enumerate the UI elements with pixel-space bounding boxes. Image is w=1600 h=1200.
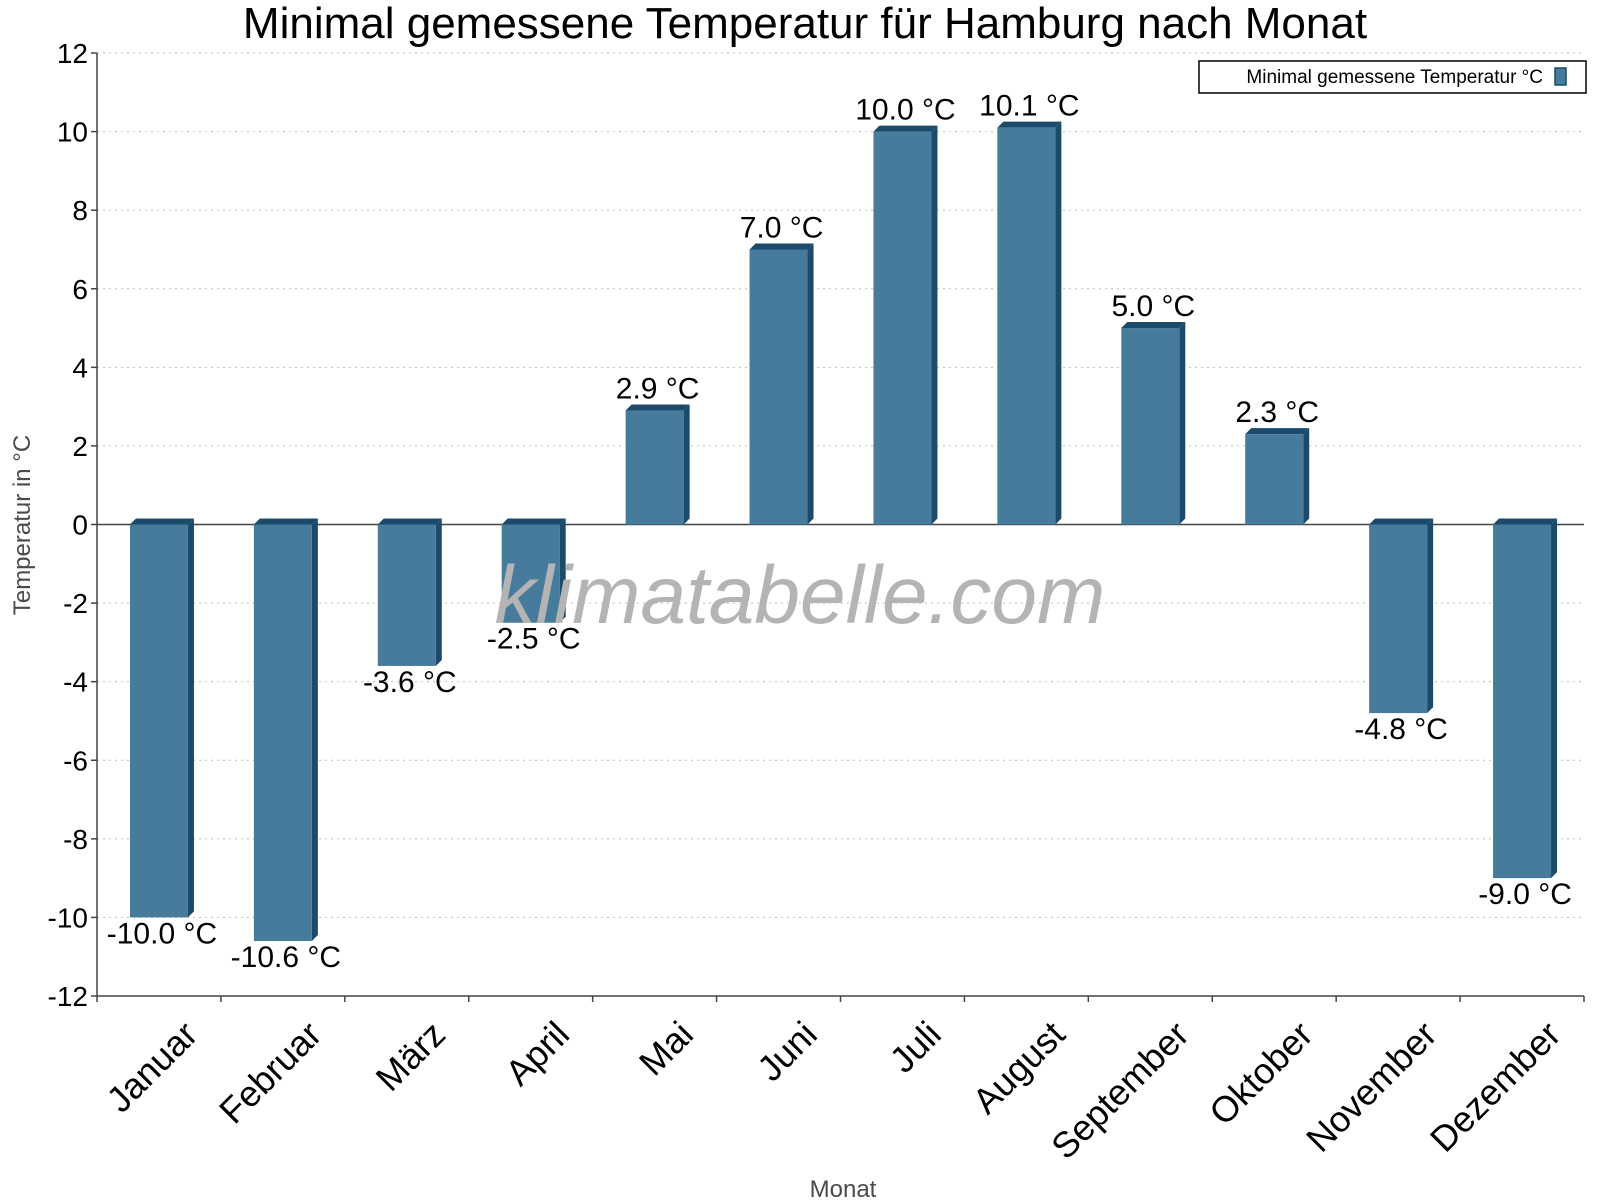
bar: [377, 518, 442, 666]
bar-top: [1121, 322, 1186, 329]
data-label: -9.0 °C: [1478, 878, 1572, 911]
x-tick-label: Januar: [98, 1013, 205, 1120]
bar-front: [129, 524, 188, 918]
y-tick-label: -4: [63, 667, 88, 698]
watermark: klimatabelle.com: [495, 550, 1106, 641]
bar-front: [749, 249, 808, 525]
legend-swatch: [1554, 67, 1567, 86]
bar-top: [129, 518, 194, 525]
y-tick-label: 6: [72, 274, 88, 305]
x-axis-label: Monat: [810, 1176, 877, 1200]
bar: [1493, 518, 1558, 879]
bar-top: [501, 518, 566, 525]
bar: [129, 518, 194, 918]
bar: [1245, 428, 1310, 525]
data-label: -2.5 °C: [487, 623, 581, 656]
bar-top: [253, 518, 318, 525]
bar: [1369, 518, 1434, 714]
bar-top: [625, 404, 690, 411]
y-tick-label: -2: [63, 588, 88, 619]
bar-top: [1245, 428, 1310, 435]
chart-title: Minimal gemessene Temperatur für Hamburg…: [243, 0, 1367, 48]
bar-top: [749, 243, 814, 250]
data-labels: -10.0 °C -10.6 °C -3.6 °C -2.5 °C 2.9 °C 7.0 …: [107, 90, 1572, 974]
bar-front: [377, 524, 436, 666]
bar-top: [873, 125, 938, 132]
bar-side: [1427, 518, 1434, 714]
bar-side: [559, 518, 566, 623]
bar-top: [1369, 518, 1434, 525]
bar-side: [311, 518, 318, 941]
y-tick-label: 10: [57, 117, 88, 148]
x-tick-label: April: [497, 1013, 577, 1093]
bar: [997, 121, 1062, 525]
bar: [253, 518, 318, 941]
x-tick-label: Oktober: [1201, 1013, 1321, 1133]
x-axis-ticks: Januar Februar März April Mai Juni Juli AugustS…: [96, 996, 1585, 1167]
gridlines: [97, 52, 1584, 997]
bar-side: [931, 125, 938, 525]
bar-side: [1055, 121, 1062, 525]
bar-side: [187, 518, 194, 918]
bar-front: [253, 524, 312, 941]
legend-label: Minimal gemessene Temperatur °C: [1246, 67, 1543, 88]
bar-front: [1369, 524, 1428, 714]
bar-front: [1245, 434, 1304, 525]
y-tick-label: -8: [63, 824, 88, 855]
y-tick-label: -12: [48, 981, 88, 1012]
bar-front: [1121, 328, 1180, 525]
bar: [749, 243, 814, 525]
legend-box: [1198, 60, 1587, 94]
bar-side: [1179, 322, 1186, 525]
bar-side: [807, 243, 814, 525]
x-tick-label: Juni: [749, 1013, 825, 1089]
data-label: 2.3 °C: [1235, 396, 1319, 429]
y-tick-label: 4: [72, 352, 88, 383]
data-label: 10.1 °C: [979, 90, 1079, 123]
bars: [129, 121, 1558, 941]
x-tick-label: Mai: [631, 1013, 701, 1083]
x-tick-label: August: [964, 1013, 1072, 1121]
y-tick-label: 0: [72, 510, 88, 541]
axes: [96, 53, 1584, 997]
x-tick-label: Februar: [211, 1013, 329, 1131]
bar-front: [1493, 524, 1552, 879]
data-label: 7.0 °C: [740, 211, 824, 244]
bar-top: [997, 121, 1062, 128]
bar-side: [683, 404, 690, 525]
bar-top: [1493, 518, 1558, 525]
data-label: -10.0 °C: [107, 917, 217, 950]
x-tick-label: März: [368, 1013, 454, 1099]
bar-front: [873, 131, 932, 525]
bar-top: [377, 518, 442, 525]
bar-front: [625, 410, 684, 525]
x-tick-label: Juli: [882, 1013, 949, 1080]
data-label: -10.6 °C: [231, 941, 341, 974]
y-tick-label: -6: [63, 745, 88, 776]
data-label: 2.9 °C: [616, 373, 700, 406]
bar-side: [1303, 428, 1310, 525]
y-axis-label: Temperatur in °C: [9, 435, 36, 615]
bar: [625, 404, 690, 525]
legend: Minimal gemessene Temperatur °C: [1198, 60, 1587, 94]
bar-side: [1551, 518, 1558, 879]
data-label: 10.0 °C: [855, 94, 955, 127]
y-tick-label: -10: [48, 902, 88, 933]
bar-side: [435, 518, 442, 666]
data-label: 5.0 °C: [1111, 290, 1195, 323]
bar: [501, 518, 566, 623]
y-axis-ticks: -12 -10 -8 -6 -4 -2 0 2 4 6 8 10 12: [48, 38, 97, 1012]
data-label: -4.8 °C: [1354, 713, 1448, 746]
bar-front: [501, 524, 560, 623]
x-tick-label: November: [1298, 1013, 1444, 1159]
y-tick-label: 8: [72, 195, 88, 226]
bar-front: [997, 127, 1056, 525]
y-tick-label: 2: [72, 431, 88, 462]
bar: [1121, 322, 1186, 525]
x-tick-label: Dezember: [1422, 1013, 1568, 1159]
data-label: -3.6 °C: [363, 666, 457, 699]
bar: [873, 125, 938, 525]
y-tick-label: 12: [57, 38, 88, 69]
